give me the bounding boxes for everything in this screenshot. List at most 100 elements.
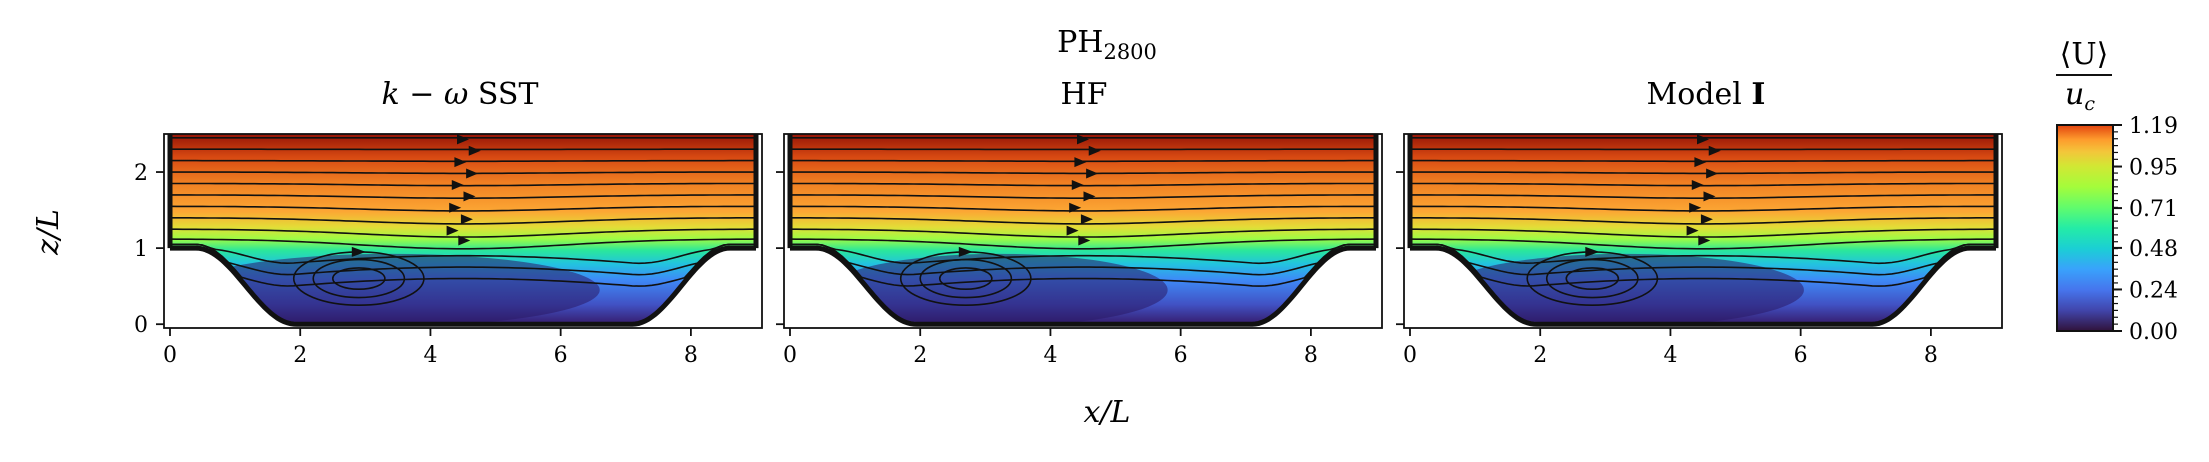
y-tick-label: 1 [134, 237, 148, 262]
streamline [790, 205, 1376, 212]
streamline-arrow [1080, 214, 1093, 225]
x-tick-label: 0 [783, 343, 797, 368]
streamline [170, 182, 756, 187]
x-tick-label: 2 [913, 343, 927, 368]
x-tick-label: 2 [1533, 343, 1547, 368]
streamline [790, 171, 1376, 175]
streamline [1410, 171, 1996, 175]
streamline-arrow [1074, 157, 1087, 168]
streamline-arrow [460, 214, 473, 225]
x-tick-label: 0 [1403, 343, 1417, 368]
streamline-arrow [457, 134, 469, 145]
panel-title-model: Model I [1647, 77, 1766, 112]
streamline-arrow [1703, 191, 1716, 202]
x-tick-label: 4 [1663, 343, 1677, 368]
streamline-arrow [1700, 214, 1713, 225]
vortex-arrow [958, 246, 973, 257]
x-tick-label: 6 [1174, 343, 1188, 368]
vortex-streamline [1545, 258, 1639, 299]
vortex-streamline [919, 258, 1013, 299]
streamline-arrow [1691, 179, 1704, 190]
streamline-arrow [468, 145, 481, 156]
colorbar-tick-label: 1.19 [2129, 114, 2178, 139]
streamline [1410, 238, 1996, 250]
hill-wall [790, 245, 1376, 327]
y-tick-label: 2 [134, 161, 148, 186]
streamline [170, 171, 756, 175]
colorbar-title-denominator: uc [2065, 77, 2095, 115]
x-tick-label: 8 [1924, 343, 1938, 368]
streamline-arrow [451, 179, 464, 190]
axes-frame [163, 133, 763, 329]
streamline-arrow [446, 225, 459, 236]
streamline [790, 194, 1376, 199]
streamline-arrow [1697, 134, 1709, 145]
streamline [1410, 194, 1996, 199]
streamline-arrow [1088, 145, 1101, 156]
recirculation-bubble [829, 253, 1168, 325]
streamline [790, 243, 1376, 265]
streamline-arrow [1086, 168, 1099, 179]
streamline-arrow [1686, 225, 1699, 236]
streamline-arrow [454, 157, 467, 168]
x-tick-label: 6 [554, 343, 568, 368]
streamline-arrow [466, 168, 479, 179]
velocity-field [1410, 134, 1996, 325]
streamline [170, 243, 756, 276]
streamline [790, 238, 1376, 250]
streamline [170, 217, 756, 225]
vortex-arrow [1585, 246, 1600, 257]
x-tick-label: 0 [163, 343, 177, 368]
streamline-arrow [458, 235, 471, 246]
panel-model-i: 0 2 4 6 8 [1396, 133, 2003, 368]
streamlines [790, 134, 1376, 306]
x-tick-label: 4 [423, 343, 437, 368]
streamline [1410, 182, 1996, 187]
streamline [170, 243, 756, 265]
streamline-arrow [449, 202, 462, 213]
streamlines [170, 134, 756, 306]
colorbar-tick-label: 0.00 [2129, 320, 2178, 345]
colorbar-gradient [2056, 124, 2114, 332]
x-tick-label: 4 [1043, 343, 1057, 368]
vortex-streamline [331, 267, 386, 291]
streamline [170, 243, 756, 287]
streamlines [1410, 134, 1996, 306]
colorbar-tick-label: 0.71 [2129, 197, 2178, 222]
figure-title: PH2800 [1057, 25, 1157, 64]
streamline [1410, 243, 1996, 276]
streamline [790, 243, 1376, 287]
y-axis-label: z/L [31, 209, 66, 256]
streamline [790, 228, 1376, 238]
hill-wall [1410, 245, 1996, 327]
streamline-arrow [1066, 225, 1079, 236]
colorbar-title-numerator: ⟨U⟩ [2060, 37, 2109, 72]
panel-title-sst: k − ω SST [382, 77, 539, 112]
streamline [170, 194, 756, 199]
streamline [1410, 243, 1996, 287]
streamline [170, 205, 756, 212]
streamline-arrow [1708, 145, 1721, 156]
x-tick-label: 6 [1794, 343, 1808, 368]
panel-title-hf: HF [1061, 77, 1108, 112]
colorbar: ⟨U⟩ uc 1.19 0.95 0.71 0.48 0.24 0.00 [2056, 37, 2178, 345]
vortex-streamline [938, 267, 993, 291]
streamline [1410, 243, 1996, 265]
streamline [1410, 217, 1996, 225]
streamline [1410, 205, 1996, 212]
streamline-arrow [1706, 168, 1719, 179]
vortex-arrow [351, 246, 366, 257]
vortex-streamline [312, 258, 406, 299]
panel-hf: 0 2 4 6 8 [776, 133, 1383, 368]
streamline-arrow [1078, 235, 1091, 246]
streamline [170, 228, 756, 238]
x-axis-label: x/L [1084, 395, 1131, 430]
panel-sst: 0 2 4 6 8 0 1 2 [134, 133, 763, 368]
streamline-arrow [1698, 235, 1711, 246]
streamline-arrow [1083, 191, 1096, 202]
x-tick-label: 2 [293, 343, 307, 368]
x-tick-label: 8 [684, 343, 698, 368]
colorbar-tick-label: 0.95 [2129, 156, 2178, 181]
streamline-arrow [463, 191, 476, 202]
recirculation-bubble [1445, 253, 1804, 325]
